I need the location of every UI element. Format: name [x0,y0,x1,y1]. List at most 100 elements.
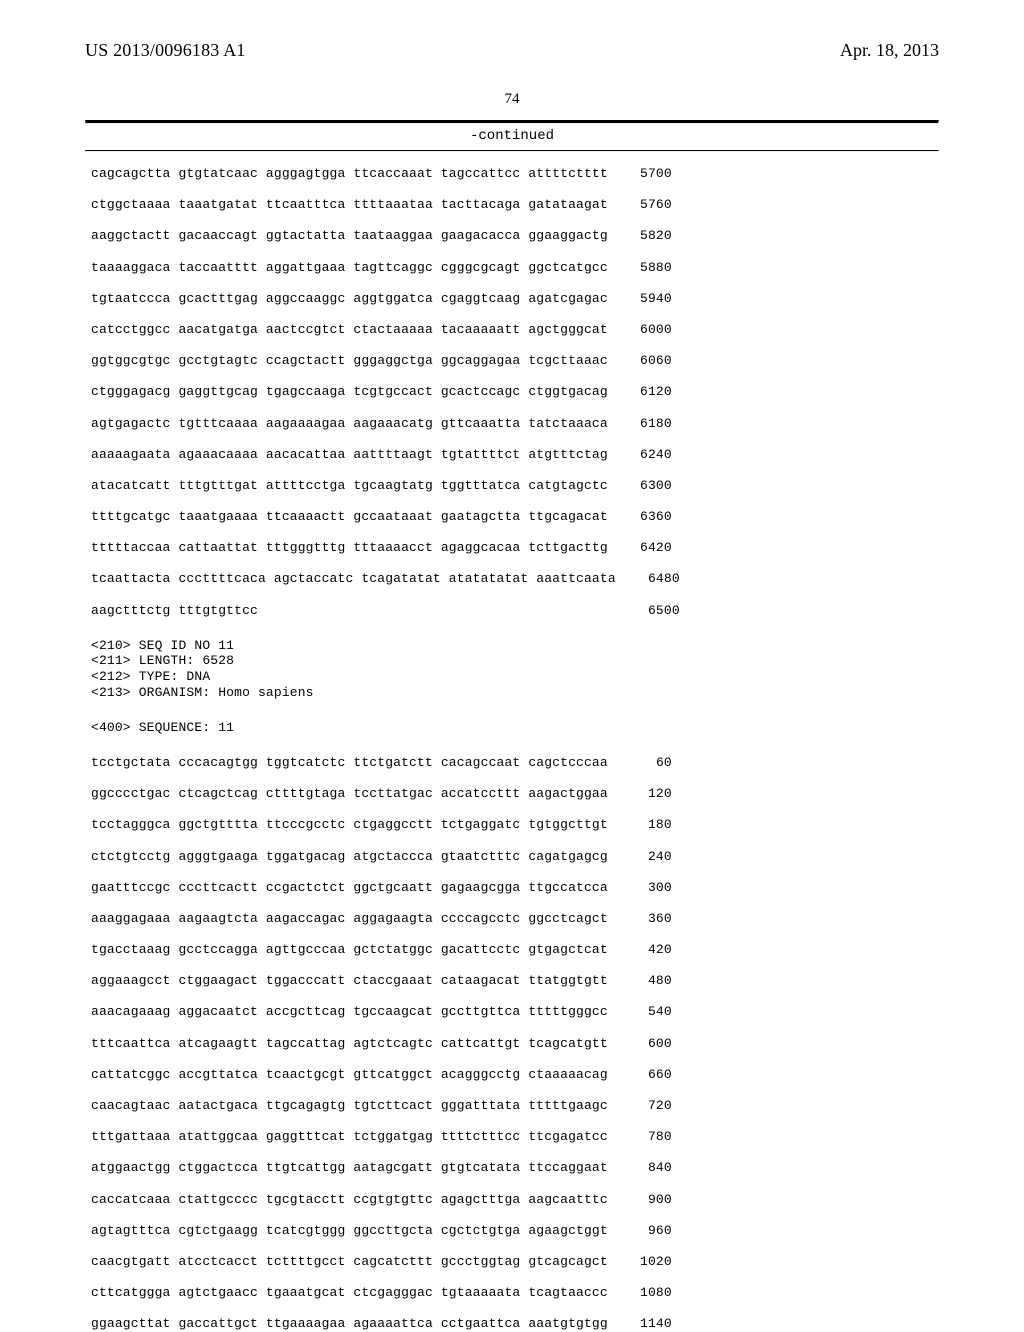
sequence-text: ggcccctgac ctcagctcag cttttgtaga tccttat… [91,786,608,802]
sequence-text: ctctgtcctg agggtgaaga tggatgacag atgctac… [91,849,608,865]
page-header: US 2013/0096183 A1 Apr. 18, 2013 [85,40,939,61]
sequence-text: tcctgctata cccacagtgg tggtcatctc ttctgat… [91,755,608,771]
sequence-line: tgtaatccca gcactttgag aggccaaggc aggtgga… [91,291,939,307]
sequence-position: 600 [608,1036,672,1052]
sequence-line: catcctggcc aacatgatga aactccgtct ctactaa… [91,322,939,338]
sequence-meta-line: <210> SEQ ID NO 11 [91,638,939,654]
sequence-text: tttcaattca atcagaagtt tagccattag agtctca… [91,1036,608,1052]
sequence-text: tttgattaaa atattggcaa gaggtttcat tctggat… [91,1129,608,1145]
sequence-line: atacatcatt tttgtttgat attttcctga tgcaagt… [91,478,939,494]
sequence-line: ggtggcgtgc gcctgtagtc ccagctactt gggaggc… [91,353,939,369]
sequence-position: 840 [608,1160,672,1176]
sequence-line: tttttaccaa cattaattat tttgggtttg tttaaaa… [91,540,939,556]
sequence-line: tcaattacta cccttttcaca agctaccatc tcagat… [91,571,939,587]
sequence-text: ttttgcatgc taaatgaaaa ttcaaaactt gccaata… [91,509,608,525]
sequence-text: aagctttctg tttgtgttcc [91,603,616,619]
sequence-text: caccatcaaa ctattgcccc tgcgtacctt ccgtgtg… [91,1192,608,1208]
sequence-text: aaacagaaag aggacaatct accgcttcag tgccaag… [91,1004,608,1020]
page-number: 74 [85,91,939,108]
sequence-line: aagctttctg tttgtgttcc 6500 [91,603,939,619]
sequence-text: caacgtgatt atcctcacct tcttttgcct cagcatc… [91,1254,608,1270]
sequence-line: aaggctactt gacaaccagt ggtactatta taataag… [91,228,939,244]
sequence-line: cagcagctta gtgtatcaac agggagtgga ttcacca… [91,166,939,182]
sequence-position: 900 [608,1192,672,1208]
sequence-text: catcctggcc aacatgatga aactccgtct ctactaa… [91,322,608,338]
sequence-text: aaaggagaaa aagaagtcta aagaccagac aggagaa… [91,911,608,927]
sequence-line: ctgggagacg gaggttgcag tgagccaaga tcgtgcc… [91,384,939,400]
sequence-position: 6120 [608,384,672,400]
sequence-text: cattatcggc accgttatca tcaactgcgt gttcatg… [91,1067,608,1083]
continued-label: -continued [85,124,939,150]
sequence-text: ctgggagacg gaggttgcag tgagccaaga tcgtgcc… [91,384,608,400]
sequence-line: caacagtaac aatactgaca ttgcagagtg tgtcttc… [91,1098,939,1114]
sequence-position: 780 [608,1129,672,1145]
sequence-400-header: <400> SEQUENCE: 11 [91,720,939,736]
sequence-position: 720 [608,1098,672,1114]
sequence-position: 1020 [608,1254,672,1270]
sequence-text: agtgagactc tgtttcaaaa aagaaaagaa aagaaac… [91,416,608,432]
sequence-line: agtagtttca cgtctgaagg tcatcgtggg ggccttg… [91,1223,939,1239]
sequence-text: tcaattacta cccttttcaca agctaccatc tcagat… [91,571,616,587]
sequence-line: tcctgctata cccacagtgg tggtcatctc ttctgat… [91,755,939,771]
sequence-line: atggaactgg ctggactcca ttgtcattgg aatagcg… [91,1160,939,1176]
sequence-meta-line: <213> ORGANISM: Homo sapiens [91,685,939,701]
sequence-line: aggaaagcct ctggaagact tggacccatt ctaccga… [91,973,939,989]
sequence-position: 480 [608,973,672,989]
sequence-text: cagcagctta gtgtatcaac agggagtgga ttcacca… [91,166,608,182]
sequence-position: 5880 [608,260,672,276]
sequence-block-1: cagcagctta gtgtatcaac agggagtgga ttcacca… [85,152,939,618]
sequence-position: 5820 [608,228,672,244]
sequence-text: tttttaccaa cattaattat tttgggtttg tttaaaa… [91,540,608,556]
sequence-line: cattatcggc accgttatca tcaactgcgt gttcatg… [91,1067,939,1083]
sequence-position: 5940 [608,291,672,307]
sequence-text: caacagtaac aatactgaca ttgcagagtg tgtcttc… [91,1098,608,1114]
sequence-text: aggaaagcct ctggaagact tggacccatt ctaccga… [91,973,608,989]
sequence-position: 960 [608,1223,672,1239]
sequence-block-2: tcctgctata cccacagtgg tggtcatctc ttctgat… [85,751,939,1332]
sequence-position: 120 [608,786,672,802]
sequence-position: 5700 [608,166,672,182]
sequence-position: 540 [608,1004,672,1020]
sequence-line: tttcaattca atcagaagtt tagccattag agtctca… [91,1036,939,1052]
sequence-text: ggaagcttat gaccattgct ttgaaaagaa agaaaat… [91,1316,608,1332]
sequence-line: tgacctaaag gcctccagga agttgcccaa gctctat… [91,942,939,958]
sequence-position: 6300 [608,478,672,494]
sequence-line: ctggctaaaa taaatgatat ttcaatttca ttttaaa… [91,197,939,213]
sequence-position: 240 [608,849,672,865]
sequence-text: tgacctaaag gcctccagga agttgcccaa gctctat… [91,942,608,958]
sequence-position: 1140 [608,1316,672,1332]
sequence-line: cttcatggga agtctgaacc tgaaatgcat ctcgagg… [91,1285,939,1301]
sequence-position: 6240 [608,447,672,463]
sequence-position: 6480 [616,571,680,587]
sequence-line: ggaagcttat gaccattgct ttgaaaagaa agaaaat… [91,1316,939,1332]
sequence-position: 420 [608,942,672,958]
sequence-line: caacgtgatt atcctcacct tcttttgcct cagcatc… [91,1254,939,1270]
sequence-position: 660 [608,1067,672,1083]
sequence-position: 6060 [608,353,672,369]
sequence-text: atggaactgg ctggactcca ttgtcattgg aatagcg… [91,1160,608,1176]
sequence-meta-line: <212> TYPE: DNA [91,669,939,685]
sequence-line: ttttgcatgc taaatgaaaa ttcaaaactt gccaata… [91,509,939,525]
sequence-text: agtagtttca cgtctgaagg tcatcgtggg ggccttg… [91,1223,608,1239]
sequence-line: aaacagaaag aggacaatct accgcttcag tgccaag… [91,1004,939,1020]
publication-number: US 2013/0096183 A1 [85,40,246,61]
sequence-position: 1080 [608,1285,672,1301]
sequence-line: gaatttccgc cccttcactt ccgactctct ggctgca… [91,880,939,896]
sequence-line: tcctagggca ggctgtttta ttcccgcctc ctgaggc… [91,817,939,833]
sequence-position: 60 [608,755,672,771]
sequence-line: ggcccctgac ctcagctcag cttttgtaga tccttat… [91,786,939,802]
sequence-text: aaaaagaata agaaacaaaa aacacattaa aatttta… [91,447,608,463]
sequence-text: atacatcatt tttgtttgat attttcctga tgcaagt… [91,478,608,494]
sequence-text: cttcatggga agtctgaacc tgaaatgcat ctcgagg… [91,1285,608,1301]
sequence-text: taaaaggaca taccaatttt aggattgaaa tagttca… [91,260,608,276]
sequence-text: aaggctactt gacaaccagt ggtactatta taataag… [91,228,608,244]
sequence-line: aaaaagaata agaaacaaaa aacacattaa aatttta… [91,447,939,463]
sequence-position: 6420 [608,540,672,556]
sequence-position: 6500 [616,603,680,619]
sequence-text: ggtggcgtgc gcctgtagtc ccagctactt gggaggc… [91,353,608,369]
sequence-line: aaaggagaaa aagaagtcta aagaccagac aggagaa… [91,911,939,927]
sequence-position: 6000 [608,322,672,338]
sequence-header: <400> SEQUENCE: 11 [85,700,939,751]
sequence-text: ctggctaaaa taaatgatat ttcaatttca ttttaaa… [91,197,608,213]
sequence-line: taaaaggaca taccaatttt aggattgaaa tagttca… [91,260,939,276]
